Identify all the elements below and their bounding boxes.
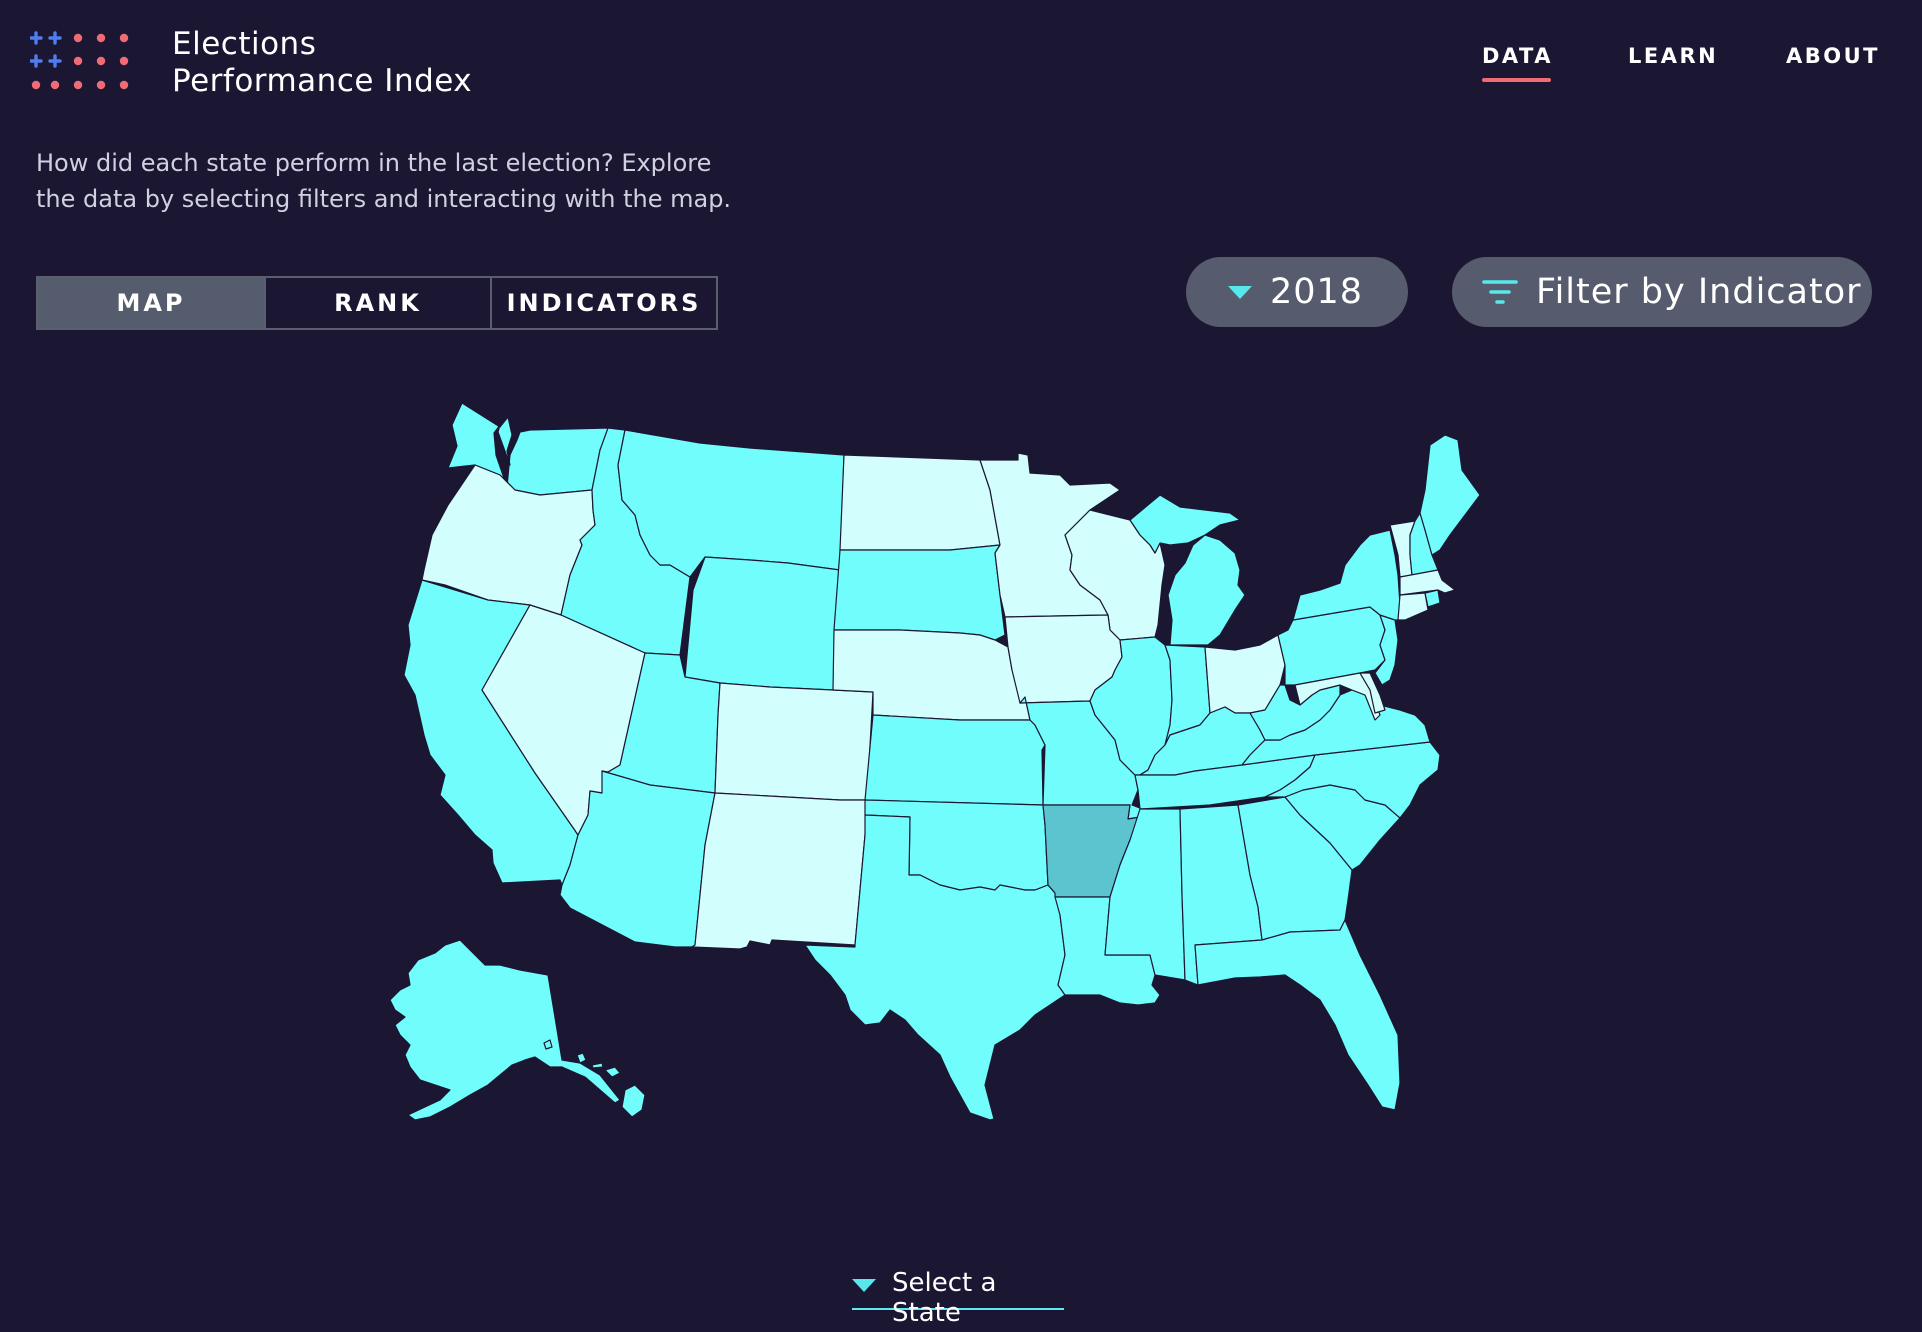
filter-icon (1482, 280, 1518, 304)
state-hawaii-molokai[interactable] (591, 1062, 604, 1069)
intro-line-1: How did each state perform in the last e… (36, 149, 712, 177)
state-hawaii-maui[interactable] (604, 1066, 621, 1078)
state-new-mexico[interactable] (691, 792, 868, 950)
year-select-value: 2018 (1270, 272, 1364, 312)
state-maine[interactable] (1419, 434, 1481, 556)
view-tabs: MAP RANK INDICATORS (36, 276, 718, 330)
state-south-dakota[interactable] (833, 544, 1006, 641)
us-map (389, 402, 1481, 1121)
state-connecticut[interactable] (1397, 592, 1429, 621)
state-rhode-island[interactable] (1424, 589, 1441, 608)
nav-data-link[interactable]: DATA (1482, 44, 1554, 82)
state-hawaii-oahu[interactable] (576, 1052, 587, 1064)
site-title-line-2: Performance Index (172, 63, 473, 99)
state-alaska[interactable] (389, 939, 621, 1121)
state-new-york[interactable] (1292, 529, 1401, 621)
caret-down-icon (852, 1279, 876, 1292)
logo-icon[interactable] (30, 28, 142, 98)
state-hawaii-kauai[interactable] (543, 1039, 553, 1050)
site-title-line-1: Elections (172, 26, 317, 62)
intro-line-2: the data by selecting filters and intera… (36, 185, 732, 213)
state-new-jersey[interactable] (1374, 614, 1399, 686)
tab-indicators[interactable]: INDICATORS (490, 278, 716, 328)
state-wyoming[interactable] (684, 556, 841, 691)
caret-down-icon (1228, 285, 1252, 299)
filter-by-indicator-button[interactable]: Filter by Indicator (1452, 257, 1872, 327)
tab-map[interactable]: MAP (38, 278, 264, 328)
year-select[interactable]: 2018 (1186, 257, 1408, 327)
state-delaware[interactable] (1359, 672, 1386, 714)
state-north-dakota[interactable] (839, 454, 1001, 551)
site-title[interactable]: Elections Performance Index (172, 26, 472, 100)
tab-rank[interactable]: RANK (264, 278, 490, 328)
state-north-carolina[interactable] (1264, 741, 1441, 819)
state-florida[interactable] (1194, 919, 1401, 1111)
state-colorado[interactable] (714, 682, 874, 801)
state-texas[interactable] (804, 814, 1066, 1121)
nav-about-link[interactable]: ABOUT (1786, 44, 1880, 68)
state-michigan-upper[interactable] (1129, 494, 1241, 554)
state-kansas[interactable] (864, 714, 1046, 806)
select-state-dropdown[interactable]: Select a State (852, 1262, 1064, 1328)
state-hawaii-big-island[interactable] (621, 1084, 646, 1118)
nav-learn-link[interactable]: LEARN (1628, 44, 1719, 68)
select-state-label: Select a State (892, 1268, 997, 1328)
state-montana[interactable] (617, 429, 845, 578)
intro-text: How did each state perform in the last e… (36, 145, 796, 217)
state-michigan-lower[interactable] (1167, 534, 1246, 646)
filter-label: Filter by Indicator (1536, 272, 1862, 312)
